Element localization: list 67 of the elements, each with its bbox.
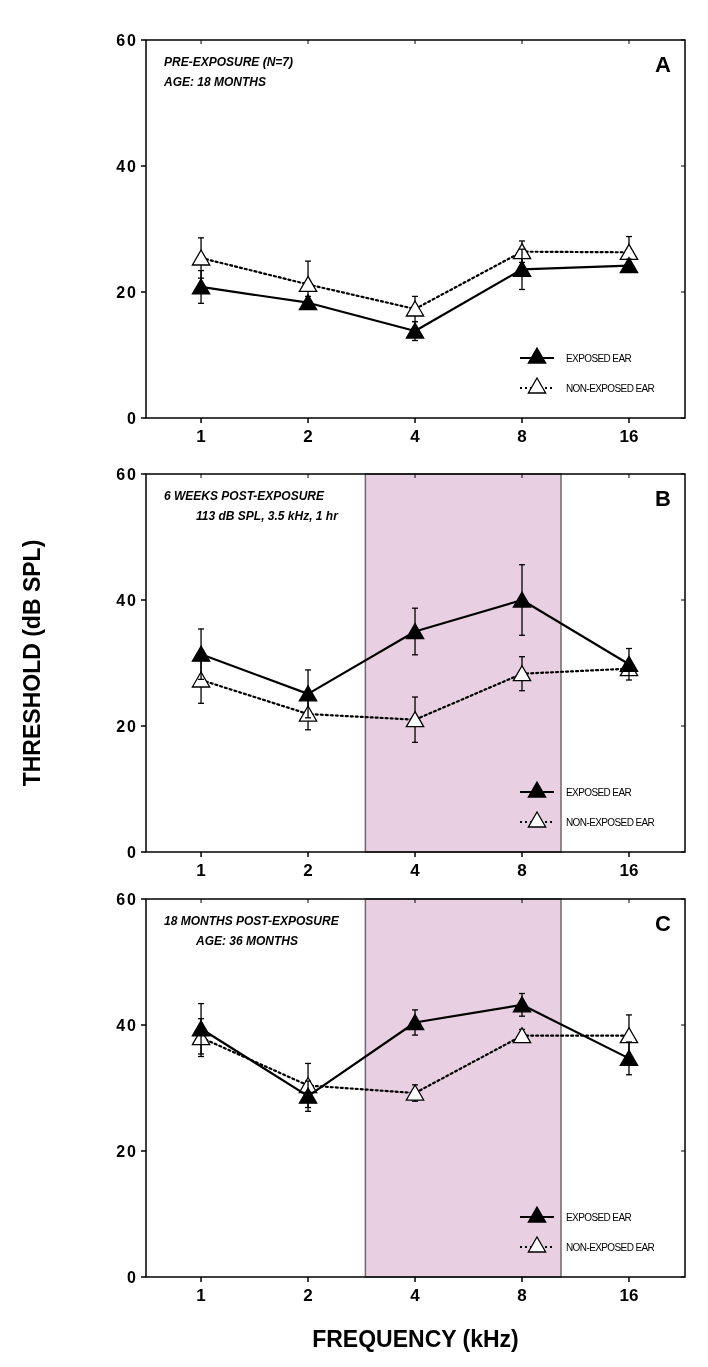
x-tick-label: 4 [410,427,421,446]
point [512,591,532,608]
y-tick-label: 60 [116,465,138,483]
x-tick-label: 8 [517,1286,527,1305]
annotation: C [655,911,672,936]
legend-label: NON-EXPOSED EAR [566,816,655,828]
x-tick-label: 1 [196,1286,206,1305]
x-tick-label: 2 [303,861,313,880]
point [405,622,425,640]
y-tick-label: 40 [116,591,138,609]
y-tick-label: 0 [127,409,138,427]
annotation: 113 dB SPL, 3.5 kHz, 1 hr [196,509,340,523]
x-tick-label: 16 [619,427,639,446]
annotation: A [655,52,672,77]
point [512,665,532,682]
x-tick-label: 2 [303,427,313,446]
point [405,300,425,317]
y-tick-label: 40 [116,1016,138,1034]
point [619,243,639,260]
y-tick-label: 0 [127,1268,138,1286]
point [298,275,318,293]
point [619,655,639,672]
x-tick-label: 8 [517,861,527,880]
annotation: PRE-EXPOSURE (N=7) [164,55,294,69]
y-tick-label: 0 [127,843,138,861]
annotation: AGE: 36 MONTHS [195,934,299,948]
point [191,645,211,662]
x-tick-label: 1 [196,861,206,880]
x-tick-label: 4 [410,861,421,880]
x-tick-label: 8 [517,427,527,446]
point [512,996,532,1013]
point [405,1013,425,1031]
y-tick-label: 60 [116,31,138,49]
y-tick-label: 60 [116,890,138,908]
legend-label: EXPOSED EAR [566,1211,632,1223]
annotation: B [655,486,671,511]
legend-label: NON-EXPOSED EAR [566,1241,655,1253]
y-axis-title: THRESHOLD (dB SPL) [19,539,45,787]
point [191,249,211,266]
point [298,1087,318,1104]
point [619,1027,639,1044]
legend-label: NON-EXPOSED EAR [566,382,655,394]
point [619,256,639,274]
y-tick-label: 40 [116,157,138,175]
annotation: 18 MONTHS POST-EXPOSURE [164,914,340,928]
point [405,1084,425,1101]
point [405,711,425,728]
x-tick-label: 2 [303,1286,313,1305]
y-tick-label: 20 [116,717,138,735]
y-tick-label: 20 [116,283,138,301]
legend-label: EXPOSED EAR [566,786,632,798]
x-tick-label: 1 [196,427,206,446]
point [512,260,532,277]
x-axis-title: FREQUENCY (kHz) [312,1326,519,1352]
point [619,1049,639,1067]
annotation: AGE: 18 MONTHS [163,75,267,89]
point [191,1020,211,1037]
annotation: 6 WEEKS POST-EXPOSURE [164,489,326,503]
legend-label: EXPOSED EAR [566,352,632,364]
point [512,1027,532,1044]
x-tick-label: 16 [619,1286,639,1305]
point [298,685,318,702]
y-tick-label: 20 [116,1142,138,1160]
x-tick-label: 16 [619,861,639,880]
x-tick-label: 4 [410,1286,421,1305]
point [298,294,318,311]
point [191,278,211,295]
